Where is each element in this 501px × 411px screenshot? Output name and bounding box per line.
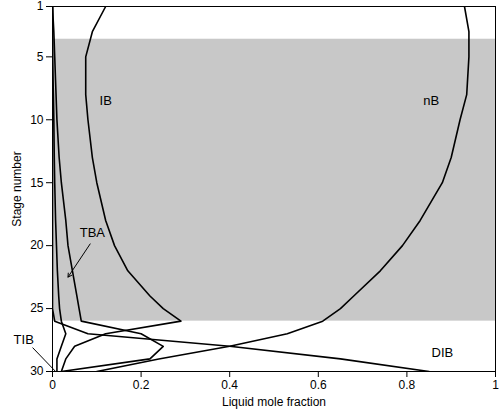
svg-text:15: 15 — [30, 176, 44, 190]
svg-text:TIB: TIB — [14, 332, 34, 347]
svg-text:30: 30 — [30, 364, 44, 378]
svg-text:5: 5 — [37, 50, 44, 64]
svg-text:1: 1 — [37, 0, 44, 13]
svg-text:DIB: DIB — [432, 345, 454, 360]
svg-text:IB: IB — [100, 93, 112, 108]
svg-text:25: 25 — [30, 301, 44, 315]
svg-text:0: 0 — [49, 378, 56, 392]
svg-text:1: 1 — [492, 378, 499, 392]
svg-text:0.6: 0.6 — [310, 378, 327, 392]
svg-text:Liquid mole fraction: Liquid mole fraction — [222, 395, 326, 409]
svg-text:10: 10 — [30, 113, 44, 127]
svg-text:0.2: 0.2 — [133, 378, 150, 392]
svg-text:0.4: 0.4 — [221, 378, 238, 392]
svg-text:TBA: TBA — [80, 225, 106, 240]
svg-text:0.8: 0.8 — [399, 378, 416, 392]
svg-text:20: 20 — [30, 238, 44, 252]
svg-text:Stage number: Stage number — [10, 151, 24, 226]
svg-text:nB: nB — [423, 93, 439, 108]
